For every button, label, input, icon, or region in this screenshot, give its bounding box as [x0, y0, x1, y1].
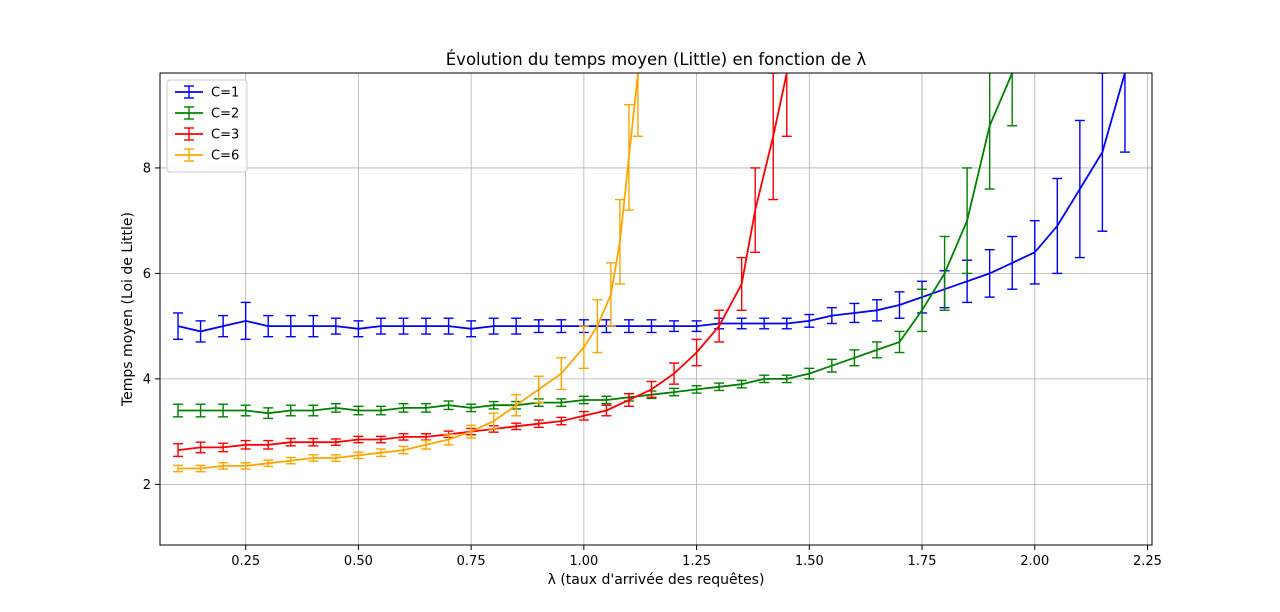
series-line: [178, 73, 639, 470]
x-tick-label: 0.50: [344, 554, 373, 569]
x-tick-label: 1.25: [682, 554, 711, 569]
grid-lines: [160, 73, 1152, 545]
x-tick-label: 2.25: [1133, 554, 1162, 569]
legend-entry: C=2: [175, 106, 239, 122]
series-line: [177, 73, 1126, 333]
legend-entry: C=6: [175, 148, 239, 164]
chart-title: Évolution du temps moyen (Little) en fon…: [446, 50, 867, 69]
series-C=2: [173, 73, 1018, 420]
x-tick-label: 1.50: [795, 554, 824, 569]
legend-entry: C=1: [175, 85, 239, 101]
series-C=6: [173, 73, 643, 473]
legend: C=1 C=2 C=3 C=6: [166, 79, 248, 173]
legend-entry: C=3: [175, 127, 239, 143]
x-tick-label: 0.75: [457, 554, 486, 569]
x-tick-label: 0.25: [231, 554, 260, 569]
x-tick-label: 1.00: [569, 554, 598, 569]
legend-label: C=3: [211, 128, 239, 143]
series-layer: [173, 73, 1130, 473]
legend-label: C=2: [211, 107, 239, 122]
plot-frame: [159, 72, 1153, 546]
y-tick-label: 8: [143, 161, 151, 176]
x-tick-label: 2.00: [1020, 554, 1049, 569]
y-axis-label: Temps moyen (Loi de Little): [120, 212, 136, 407]
x-tick-label: 1.75: [908, 554, 937, 569]
y-tick-label: 4: [143, 372, 151, 387]
x-axis-label: λ (taux d'arrivée des requêtes): [548, 572, 765, 588]
y-tick-label: 2: [143, 478, 151, 493]
y-tick-label: 6: [143, 267, 151, 282]
series-line: [178, 73, 1014, 415]
legend-label: C=1: [211, 86, 239, 101]
axis-ticks: 0.25 0.50 0.75 1.00 1.25 1.50 1.75 2.00 2.25 2 4 6 8: [143, 161, 1162, 569]
legend-label: C=6: [211, 149, 239, 164]
